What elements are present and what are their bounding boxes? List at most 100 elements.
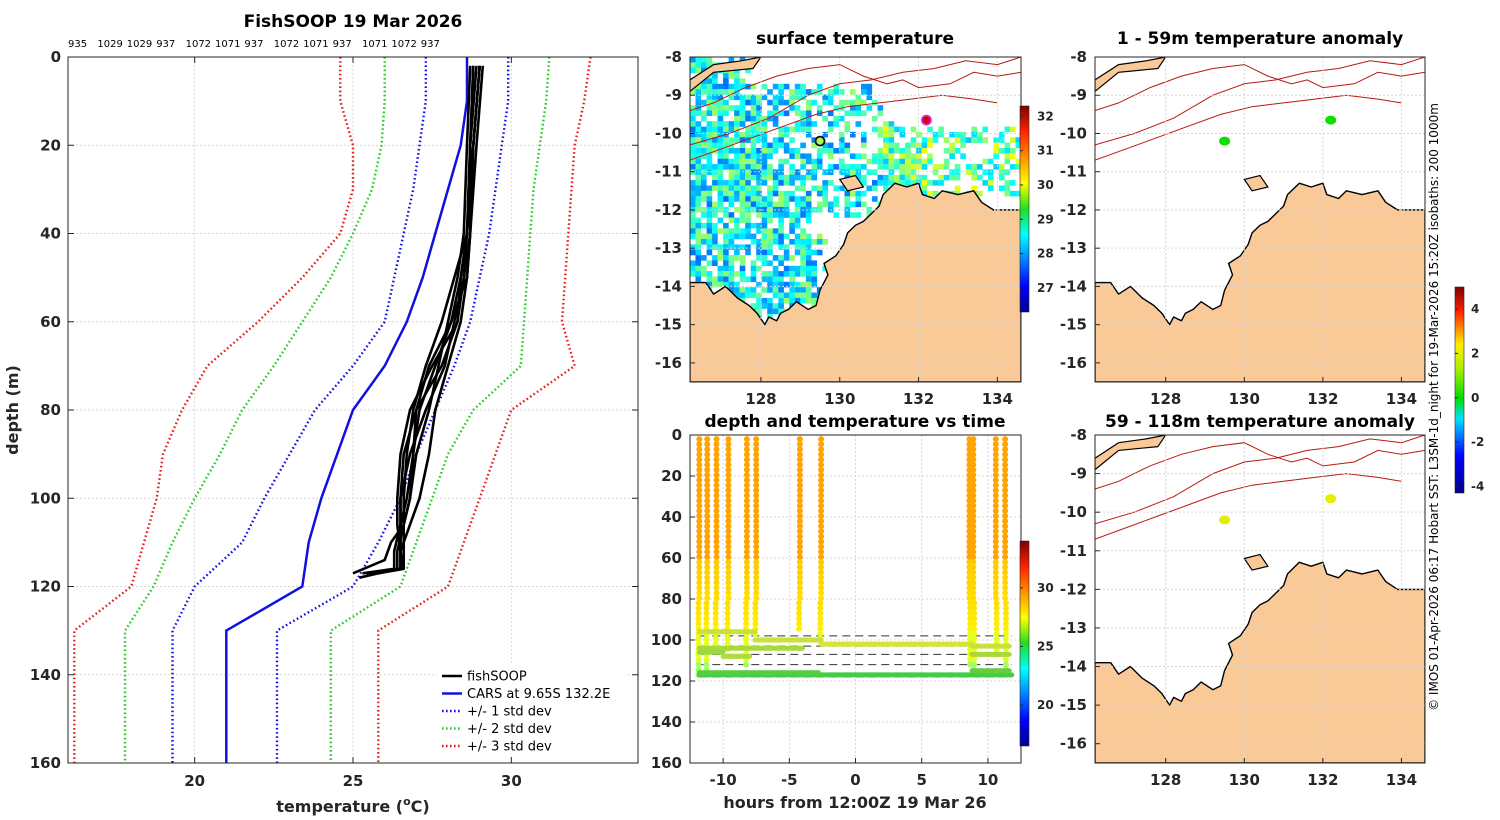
cast-sample [725,477,732,484]
sst-cell [772,303,779,309]
sst-cell [794,121,801,127]
sst-cell [850,105,856,111]
sst-cell [750,206,757,213]
sst-cell [745,115,751,122]
sst-cell [844,121,851,127]
sst-cell [811,265,817,272]
anomaly-shallow-frame [1094,56,1426,383]
sst-cell [811,137,817,143]
cast-sample [992,538,999,545]
sst-cell [761,164,768,170]
cast-sample [695,620,702,627]
cast-sample [992,477,999,484]
sst-cell [739,287,746,293]
profile-series-line [225,57,469,763]
y-tick-label: -15 [1060,316,1087,334]
sst-cell [734,196,740,202]
sst-cell [701,89,707,95]
cast-sample [743,605,750,612]
sst-cell [750,83,757,90]
sst-cell [805,249,812,256]
sst-cell [734,137,740,143]
cast-sample [753,446,760,453]
sst-cell [767,249,773,256]
cast-sample [796,610,803,617]
y-tick-label: -12 [1060,580,1087,598]
cast-sample [704,554,711,560]
isobaths [1095,57,1425,161]
anomaly-colorbar [1454,286,1465,494]
sst-cell [800,142,806,149]
sst-cell [778,89,784,95]
cast-sample [696,548,703,555]
sst-cell [690,110,696,117]
cast-sample [743,636,750,642]
y-tick-label: 140 [651,713,682,731]
x-tick-label: 20 [184,772,205,790]
sst-cell [888,142,895,149]
sst-cell [1010,137,1016,143]
profile-ylabel: depth (m) [3,365,22,455]
cast-sample [992,466,999,473]
cast-sample [713,466,720,473]
cast-sample [970,513,977,519]
sst-cell [816,83,823,90]
sst-cell [894,142,900,149]
sst-cell [850,212,856,218]
sst-cell [794,233,801,240]
sst-cell [761,271,768,277]
cast-sample [753,472,760,478]
cast-sample [817,605,824,612]
cast-sample [724,605,731,612]
cast-sample [743,466,750,473]
sst-cell [838,89,845,95]
sst-cell [761,180,768,186]
sst-cell [833,185,839,192]
sst-cell [838,131,845,138]
sst-cell [717,94,724,101]
y-tick-label: -13 [1060,239,1087,257]
cast-sample [993,630,1000,637]
sst-cell [695,233,702,240]
x-tick-label: 10 [977,771,998,789]
sst-cell [888,158,895,165]
sst-cell [712,233,718,240]
cast-sample [704,564,711,571]
sst-cell [811,89,817,95]
sst-cell [750,303,757,309]
sst-cell [998,131,1005,138]
sst-cell [921,137,928,143]
sst-cell [800,271,806,277]
sst-cell [717,89,724,95]
y-tick-label: 80 [40,401,61,419]
cast-sample [1002,456,1009,463]
sst-cell [949,174,955,181]
cast-sample [1002,605,1009,612]
sst-cell [712,73,718,79]
cast-sample [818,528,825,535]
sst-cell [750,158,757,165]
x-tick-label: 128 [1150,390,1181,408]
sst-cell [954,137,961,143]
sst-cell [1004,126,1011,133]
sst-cell [943,174,950,181]
sst-cell [695,148,702,154]
sst-cell [728,233,735,240]
cast-sample [971,615,978,622]
sst-cell [783,212,790,218]
sst-cell [822,201,828,208]
sst-cell [723,265,729,272]
sst-cell [794,105,801,111]
cast-sample [704,451,711,458]
sst-cell [712,110,718,117]
sst-cell [761,174,768,181]
land-mass [1095,57,1425,382]
cast-sample [1002,528,1009,535]
cast-label: 1029 [97,39,122,50]
sst-cell [706,222,713,229]
sst-cell [822,94,828,101]
sst-cell [844,126,851,133]
cast-sample [704,436,711,443]
isobath-200 [1095,94,1402,161]
sst-cell [1004,148,1011,154]
